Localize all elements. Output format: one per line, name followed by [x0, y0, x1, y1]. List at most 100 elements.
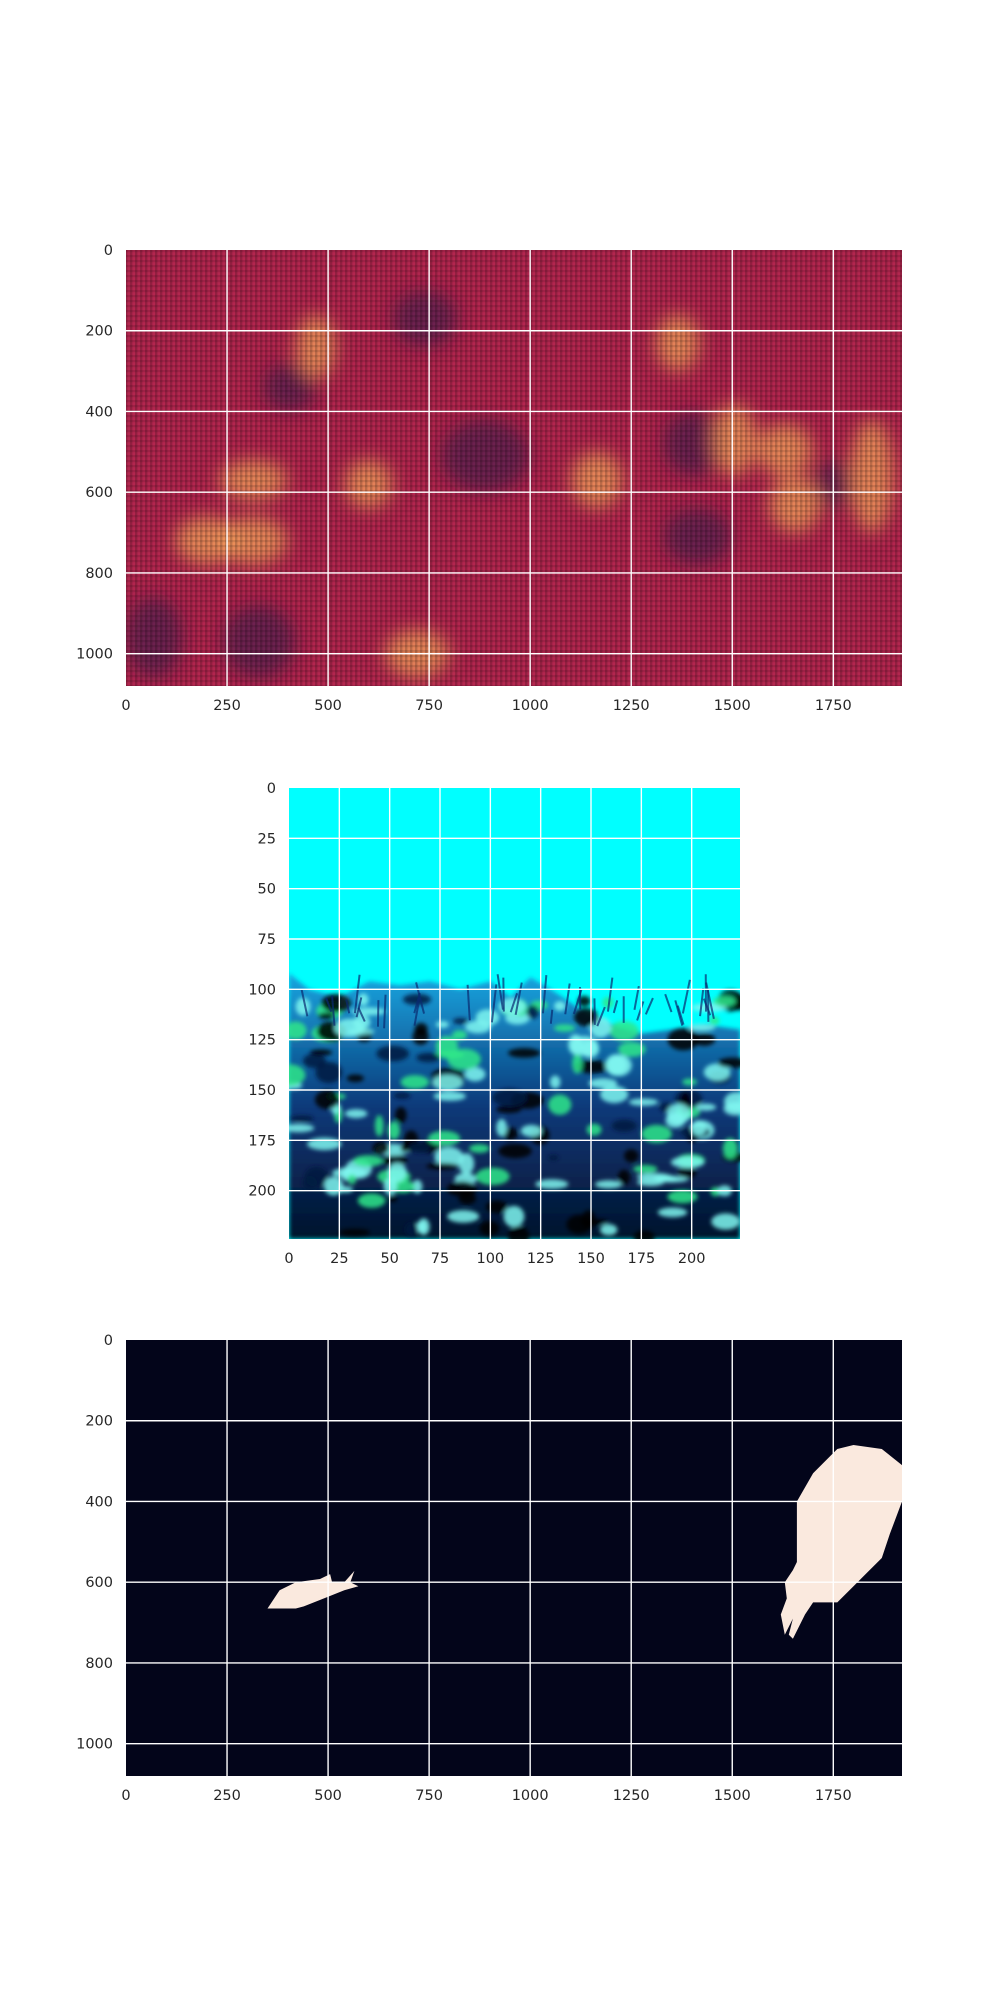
x-tick-label: 1500 [714, 1788, 751, 1804]
reef-patch [498, 1143, 532, 1159]
reef-patch [303, 1053, 327, 1069]
reef-patch [503, 1205, 525, 1228]
reef-patch [611, 1119, 637, 1132]
reef-patch [453, 1018, 468, 1025]
y-tick-label: 800 [85, 566, 113, 582]
mask-background [126, 1340, 902, 1776]
y-tick-label: 600 [85, 485, 113, 501]
reef-patch [618, 1041, 646, 1057]
x-tick-label: 150 [577, 1251, 605, 1267]
reef-patch [447, 1210, 480, 1223]
reef-patch [624, 1149, 639, 1163]
y-tick-label: 0 [267, 781, 276, 797]
x-tick-label: 175 [628, 1251, 656, 1267]
coral-frond [606, 977, 614, 1012]
x-tick-label: 0 [121, 1788, 130, 1804]
coral-frond [496, 974, 504, 1010]
reef-patch [520, 1124, 542, 1137]
reef-patch [568, 1034, 583, 1055]
y-tick-label: 400 [85, 1494, 113, 1510]
coral-frond [509, 993, 518, 1013]
reef-patch [605, 1054, 627, 1076]
y-tick-label: 1000 [76, 647, 113, 663]
coral-frond [699, 988, 705, 1017]
y-tick-label: 200 [85, 324, 113, 340]
reef-patch [346, 1074, 364, 1083]
x-tick-label: 1500 [714, 698, 751, 714]
coral-frond [514, 982, 523, 1015]
coral-frond [549, 1009, 554, 1024]
reef-patch [372, 1141, 390, 1155]
y-tick-label: 175 [248, 1133, 276, 1149]
coral-frond [300, 989, 309, 1017]
coral-frond [502, 977, 505, 1012]
reef-patch [633, 1230, 655, 1239]
reef-patch [387, 1121, 401, 1140]
y-tick-label: 150 [248, 1083, 276, 1099]
reef-patch [554, 1001, 566, 1012]
x-tick-label: 200 [678, 1251, 706, 1267]
reef-patch [321, 994, 351, 1013]
reef-patch [405, 1222, 419, 1237]
reef-patch [289, 1123, 315, 1133]
reef-patch [324, 1176, 344, 1196]
reef-patch [712, 996, 737, 1007]
coral-frond [633, 985, 640, 1010]
reef-patch [535, 1179, 569, 1189]
coral-frond [325, 997, 333, 1013]
plot-area [126, 1340, 902, 1776]
reef-patch [465, 1020, 491, 1034]
reef-patch [376, 1045, 410, 1062]
reef-patch [657, 1207, 688, 1218]
reef-patch [469, 1144, 490, 1153]
y-tick-label: 75 [258, 932, 276, 948]
coral-frond [681, 979, 691, 1014]
reef-patch [574, 1008, 599, 1027]
reef-patch [628, 1098, 659, 1106]
coral-frond [705, 982, 715, 1019]
x-tick-label: 1750 [815, 1788, 852, 1804]
x-tick-label: 1250 [613, 1788, 650, 1804]
y-tick-label: 200 [248, 1184, 276, 1200]
coral-frond [355, 997, 363, 1018]
y-tick-label: 200 [85, 1414, 113, 1430]
reef-patch [709, 1016, 720, 1025]
coral-frond [466, 984, 471, 1021]
x-tick-label: 100 [476, 1251, 504, 1267]
reef-patch [433, 1091, 467, 1101]
reef-patch [447, 1048, 481, 1070]
segmentation-mask-panel: 0 250 500 750 1000 1250 1500 1750 0 200 400 600 800 1… [76, 1333, 902, 1804]
reef-patch [446, 1181, 478, 1197]
reef-patch [580, 1040, 600, 1058]
x-tick-label: 750 [415, 1788, 443, 1804]
reef-patch [711, 1213, 740, 1230]
x-tick-label: 1000 [512, 698, 549, 714]
reef-patch [412, 1028, 429, 1045]
reef-patch [666, 1103, 691, 1125]
reef-patch [636, 1178, 665, 1187]
reef-patch [548, 1094, 572, 1115]
reef-patch [602, 997, 614, 1009]
reef-patch [667, 1190, 698, 1204]
reef-patch [388, 1194, 398, 1203]
x-tick-label: 25 [330, 1251, 348, 1267]
reef-patch [703, 1063, 731, 1081]
y-tick-label: 25 [258, 831, 276, 847]
y-tick-label: 100 [248, 982, 276, 998]
y-tick-label: 0 [104, 1333, 113, 1349]
reef-patch [496, 1105, 522, 1114]
coral-frond [413, 997, 421, 1026]
reef-patch [496, 1118, 507, 1137]
reef-patch [600, 1085, 629, 1104]
reef-patch [586, 1123, 602, 1136]
reef-patch [428, 1130, 461, 1146]
coral-frond [674, 1000, 684, 1026]
x-tick-label: 1000 [512, 1788, 549, 1804]
reef-patch [432, 1074, 464, 1091]
plot-area [289, 788, 740, 1239]
reef-patch [600, 1224, 618, 1236]
reef-patch [688, 1024, 716, 1031]
coral-frond [353, 974, 361, 1014]
reef-patch [641, 1124, 672, 1143]
